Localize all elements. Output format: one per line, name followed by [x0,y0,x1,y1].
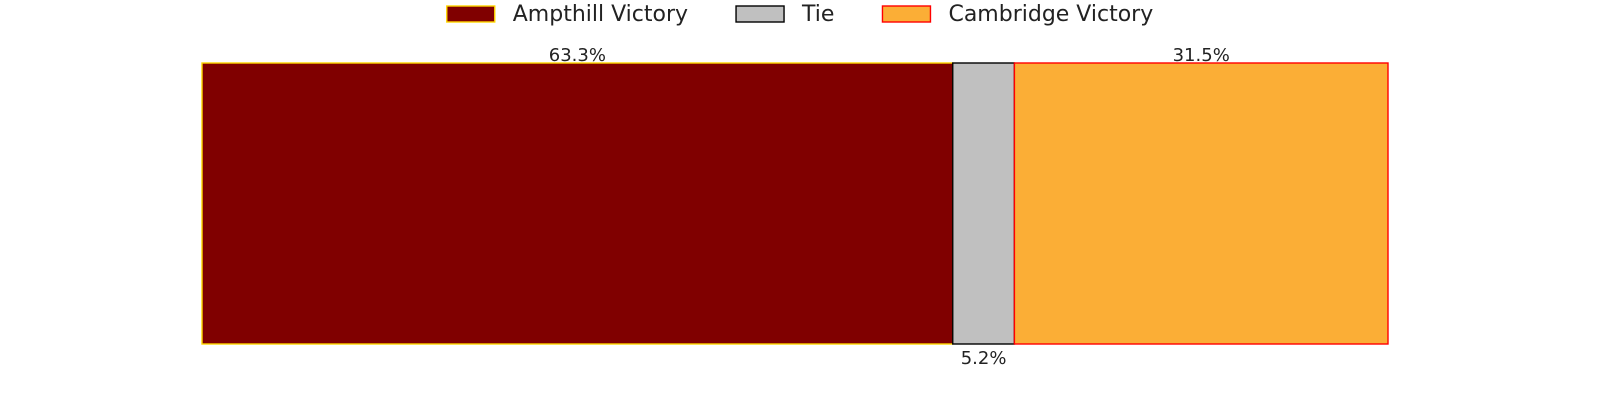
legend-item-ampthill-victory: Ampthill Victory [446,2,688,27]
legend-label-cambridge-victory: Cambridge Victory [948,2,1153,27]
bar-segment-ampthill-victory [201,62,954,345]
legend-item-cambridge-victory: Cambridge Victory [881,2,1153,27]
legend-item-tie: Tie [735,2,834,27]
bar-segments [201,62,1389,345]
data-labels: 63.3% 5.2% 31.5% [549,45,1230,369]
legend-label-ampthill-victory: Ampthill Victory [513,2,688,27]
legend-swatch-cambridge-victory [881,5,932,23]
data-label-cambridge-victory: 31.5% [1173,45,1230,66]
legend-swatch-ampthill-victory [446,5,496,23]
data-label-ampthill-victory: 63.3% [549,45,606,66]
legend-label-tie: Tie [801,2,834,27]
legend-swatch-tie [735,5,785,23]
data-label-tie: 5.2% [961,348,1007,369]
legend: Ampthill Victory Tie Cambridge Victory [446,2,1153,27]
bar-segment-cambridge-victory [1013,62,1389,345]
bar-segment-tie [952,62,1016,345]
